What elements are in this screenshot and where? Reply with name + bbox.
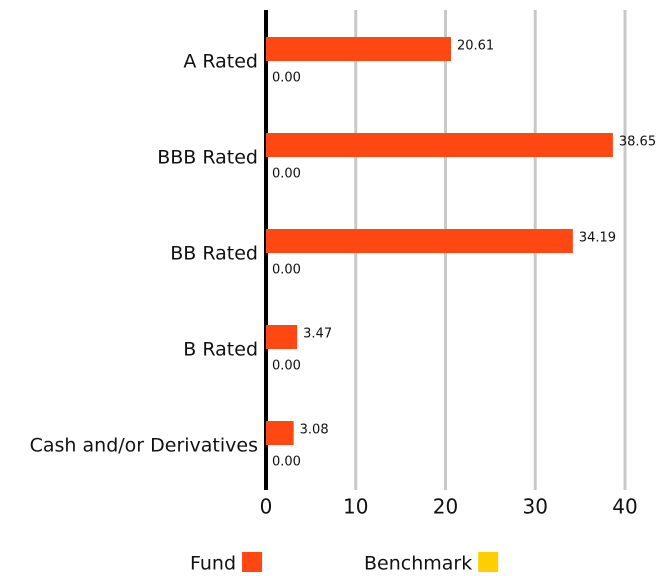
value-label: 3.47	[303, 327, 332, 342]
value-label: 38.65	[619, 135, 656, 150]
value-label: 0.00	[272, 263, 301, 278]
value-label: 34.19	[579, 231, 616, 246]
y-tick-label: A Rated	[183, 51, 258, 73]
x-tick-label: 20	[433, 495, 458, 519]
bar	[266, 421, 294, 445]
x-tick-label: 0	[260, 495, 273, 519]
bar	[266, 325, 298, 349]
value-label: 20.61	[457, 39, 494, 54]
legend-label: Fund	[190, 553, 236, 575]
value-label: 3.08	[300, 423, 329, 438]
bar	[266, 229, 573, 253]
value-label: 0.00	[272, 455, 301, 470]
value-label: 0.00	[272, 167, 301, 182]
x-tick-label: 40	[612, 495, 637, 519]
bar	[266, 133, 613, 157]
y-tick-label: B Rated	[183, 339, 258, 361]
legend-label: Benchmark	[364, 553, 472, 575]
value-label: 0.00	[272, 359, 301, 374]
legend-swatch	[242, 552, 263, 572]
value-label: 0.00	[272, 71, 301, 86]
bar	[266, 37, 451, 61]
y-tick-label: Cash and/or Derivatives	[30, 435, 258, 457]
legend-swatch	[478, 552, 499, 572]
x-tick-label: 10	[343, 495, 368, 519]
x-tick-label: 30	[523, 495, 548, 519]
y-tick-label: BBB Rated	[157, 147, 258, 169]
y-tick-label: BB Rated	[170, 243, 258, 265]
